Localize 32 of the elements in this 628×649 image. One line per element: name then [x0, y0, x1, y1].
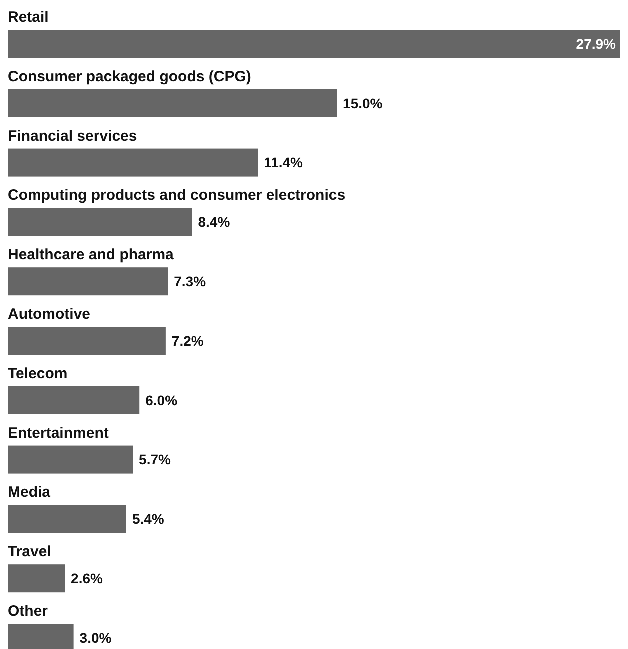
y-tick-label: Telecom	[8, 365, 68, 382]
bar	[8, 148, 258, 177]
bar	[8, 327, 166, 355]
bar	[8, 446, 134, 474]
y-tick-label: Media	[8, 484, 52, 502]
data-label: 15.0%	[343, 95, 384, 112]
data-label: 27.9%	[576, 36, 617, 52]
data-label: 6.0%	[146, 392, 178, 408]
y-tick-label: Other	[8, 603, 48, 620]
y-tick-label: Computing products and consumer electronics	[8, 187, 346, 204]
y-tick-label: Healthcare and pharma	[8, 246, 175, 264]
y-tick-label: Travel	[8, 544, 52, 561]
bar	[8, 505, 126, 534]
data-label: 11.4%	[264, 154, 304, 171]
bar	[8, 208, 192, 236]
bar	[8, 386, 140, 414]
bar	[8, 268, 168, 296]
data-label: 7.2%	[172, 332, 204, 349]
bar	[8, 30, 620, 58]
bar	[8, 89, 338, 118]
y-tick-label: Retail	[8, 9, 49, 26]
data-label: 2.6%	[71, 570, 104, 586]
bar	[8, 564, 66, 593]
y-tick-label: Consumer packaged goods (CPG)	[8, 68, 252, 86]
data-label: 5.4%	[132, 511, 165, 528]
y-tick-label: Financial services	[8, 128, 138, 145]
data-label: 7.3%	[174, 274, 207, 290]
data-label: 3.0%	[80, 630, 112, 646]
y-tick-label: Entertainment	[8, 424, 109, 442]
data-label: 5.7%	[139, 452, 172, 468]
y-tick-label: Automotive	[8, 306, 90, 323]
data-label: 8.4%	[198, 214, 231, 230]
